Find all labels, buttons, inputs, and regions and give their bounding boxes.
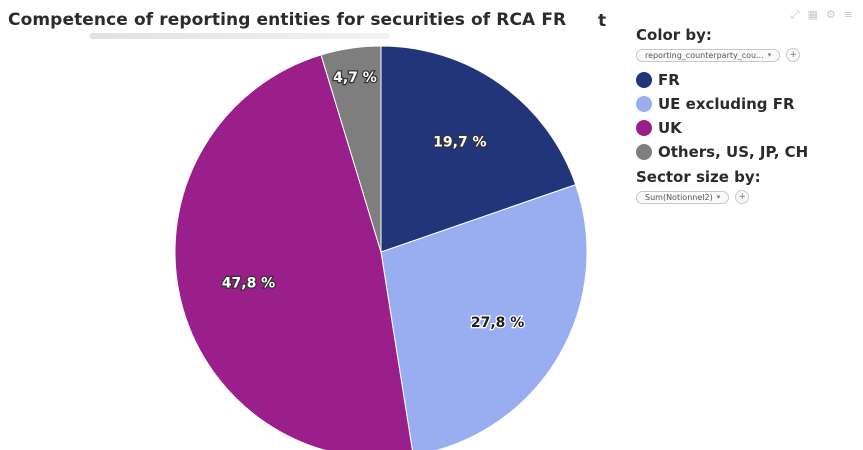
pie-slice-ue-excluding-fr[interactable] [380, 184, 588, 450]
chevron-down-icon: ▾ [767, 51, 772, 59]
color-by-row: reporting_counterparty_cou... ▾ + [636, 48, 856, 62]
slice-data-label: 19,7 % [433, 134, 486, 150]
pie-slice-others-us-jp-ch[interactable] [320, 45, 382, 253]
add-icon[interactable]: + [786, 48, 801, 62]
sector-size-select[interactable]: Sum(Notionnel2) ▾ [636, 190, 730, 204]
gear-icon[interactable]: ⚙ [825, 8, 836, 21]
color-by-label: Color by: [636, 26, 712, 44]
legend-label: Others, US, JP, CH [658, 143, 809, 161]
color-by-select[interactable]: reporting_counterparty_cou... ▾ [636, 48, 781, 62]
sector-size-row: Sum(Notionnel2) ▾ + [636, 190, 856, 204]
sector-size-value: Sum(Notionnel2) [645, 192, 713, 202]
legend-swatch [636, 96, 652, 112]
slice-data-label: 4,7 % [333, 70, 377, 86]
slice-data-label: 27,8 % [471, 315, 524, 331]
legend: FR UE excluding FR UK Others, US, JP, CH [636, 68, 856, 164]
pie-slice-uk[interactable] [174, 54, 413, 450]
legend-label: UE excluding FR [658, 95, 795, 113]
pie-slice-fr[interactable] [380, 45, 577, 253]
chevron-down-icon: ▾ [716, 193, 721, 201]
legend-label: FR [658, 71, 680, 89]
visual-toolbar: ⤢ ▦ ⚙ ≡ [791, 8, 853, 22]
legend-item[interactable]: UE excluding FR [636, 92, 856, 116]
legend-swatch [636, 144, 652, 160]
chart-title: Competence of reporting entities for sec… [8, 10, 567, 30]
chart-title-overflow: t [598, 11, 607, 31]
color-by-value: reporting_counterparty_cou... [645, 50, 764, 60]
chart-settings-panel: Color by: reporting_counterparty_cou... … [636, 26, 856, 210]
legend-swatch [636, 72, 652, 88]
legend-item[interactable]: FR [636, 68, 856, 92]
expand-icon[interactable]: ⤢ [790, 8, 800, 21]
legend-label: UK [658, 119, 682, 137]
subtitle-placeholder-bar [90, 33, 390, 39]
add-icon[interactable]: + [735, 190, 750, 204]
legend-item[interactable]: UK [636, 116, 856, 140]
table-icon[interactable]: ▦ [807, 8, 818, 21]
legend-item[interactable]: Others, US, JP, CH [636, 140, 856, 164]
slice-data-label: 47,8 % [222, 275, 275, 291]
legend-swatch [636, 120, 652, 136]
menu-icon[interactable]: ≡ [843, 8, 853, 21]
sector-size-label: Sector size by: [636, 168, 761, 186]
